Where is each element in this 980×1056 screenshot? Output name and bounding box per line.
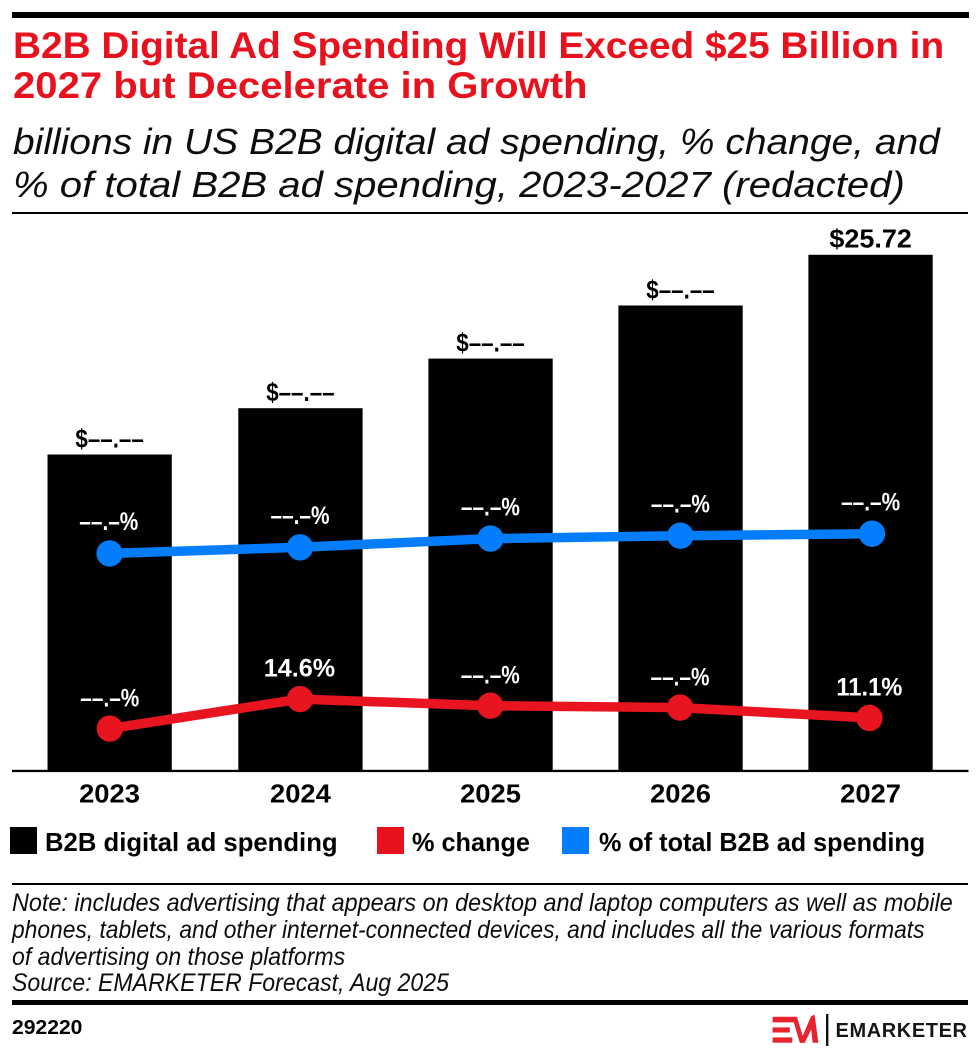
- svg-text:$25.72: $25.72: [829, 224, 912, 254]
- svg-text:––.–%: ––.–%: [461, 493, 520, 521]
- svg-text:––.–%: ––.–%: [651, 490, 710, 518]
- svg-text:2025: 2025: [460, 778, 521, 808]
- svg-text:––.–%: ––.–%: [841, 488, 900, 516]
- svg-text:2026: 2026: [650, 778, 711, 808]
- svg-text:––.–%: ––.–%: [651, 663, 710, 691]
- svg-text:11.1%: 11.1%: [836, 674, 902, 702]
- svg-text:$––.––: $––.––: [75, 423, 143, 453]
- svg-text:EMARKETER: EMARKETER: [836, 1020, 968, 1042]
- svg-text:14.6%: 14.6%: [264, 655, 335, 683]
- svg-text:2024: 2024: [270, 778, 331, 808]
- svg-text:––.–%: ––.–%: [80, 684, 139, 712]
- svg-text:2023: 2023: [79, 778, 140, 808]
- svg-text:$––.––: $––.––: [646, 274, 714, 304]
- svg-text:$––.––: $––.––: [456, 327, 524, 357]
- svg-text:––.–%: ––.–%: [271, 502, 330, 530]
- svg-text:––.–%: ––.–%: [461, 661, 520, 689]
- svg-text:––.–%: ––.–%: [79, 508, 138, 536]
- svg-text:2027: 2027: [840, 778, 901, 808]
- svg-text:$––.––: $––.––: [266, 377, 334, 407]
